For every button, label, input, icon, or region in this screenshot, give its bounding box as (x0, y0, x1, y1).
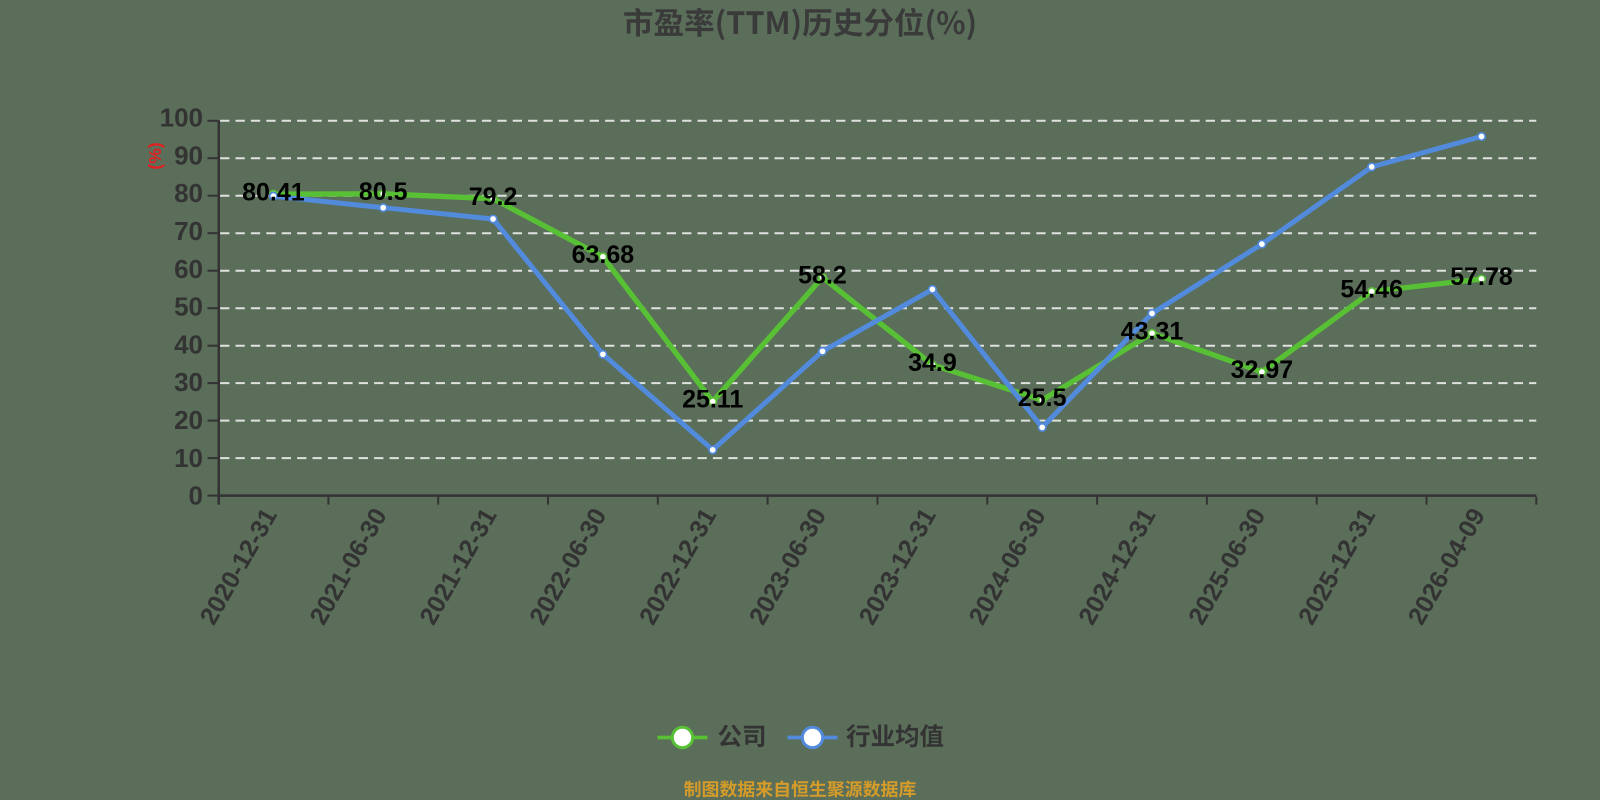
svg-text:70: 70 (174, 216, 203, 246)
svg-text:57.78: 57.78 (1450, 263, 1513, 291)
svg-text:43.31: 43.31 (1121, 318, 1184, 346)
svg-text:0: 0 (189, 481, 203, 511)
svg-text:54.46: 54.46 (1340, 276, 1403, 304)
svg-text:25.5: 25.5 (1018, 384, 1067, 412)
svg-text:100: 100 (160, 103, 203, 133)
svg-text:(%): (%) (145, 142, 165, 169)
svg-text:80: 80 (174, 178, 203, 208)
svg-text:63.68: 63.68 (572, 241, 635, 269)
svg-text:58.2: 58.2 (798, 262, 847, 290)
svg-text:79.2: 79.2 (469, 183, 518, 211)
svg-text:50: 50 (174, 292, 203, 322)
svg-text:60: 60 (174, 254, 203, 284)
svg-text:20: 20 (174, 405, 203, 435)
svg-text:90: 90 (174, 140, 203, 170)
svg-text:40: 40 (174, 329, 203, 359)
svg-text:30: 30 (174, 367, 203, 397)
svg-text:80.5: 80.5 (359, 178, 408, 206)
svg-text:32.97: 32.97 (1231, 356, 1294, 384)
svg-text:80.41: 80.41 (242, 178, 305, 206)
svg-text:34.9: 34.9 (908, 349, 957, 377)
svg-text:25.11: 25.11 (682, 386, 743, 414)
svg-text:10: 10 (174, 443, 203, 473)
